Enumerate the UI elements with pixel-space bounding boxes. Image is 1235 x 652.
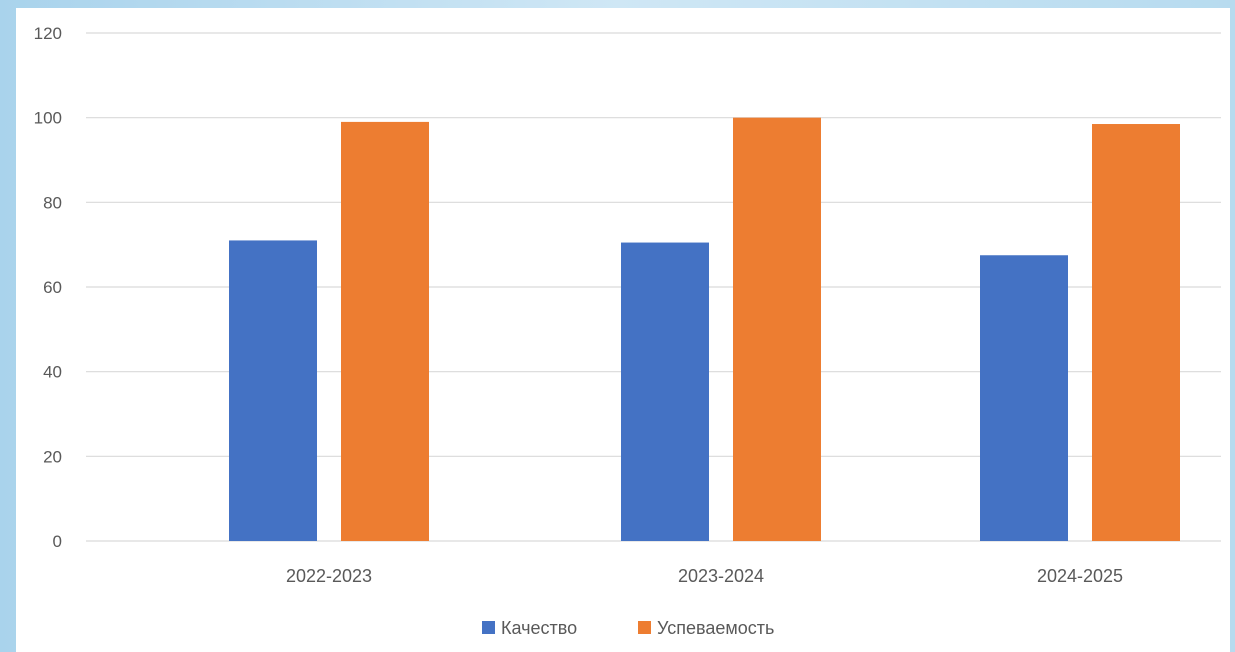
bar-kachestvo-2022-2023: [229, 240, 317, 541]
legend-swatch-kachestvo: [482, 621, 495, 634]
bar-kachestvo-2023-2024: [621, 242, 709, 542]
bar-uspevaemost-2022-2023: [341, 121, 429, 542]
legend-label-kachestvo: Качество: [501, 618, 577, 638]
chart-panel: 0 20 40 60 80 100 120 2022-2023 2023-2024 2024-2…: [16, 8, 1230, 652]
y-tick-label-60: 60: [43, 278, 62, 297]
y-tick-label-100: 100: [34, 109, 62, 128]
bar-uspevaemost-2024-2025: [1092, 124, 1180, 542]
x-category-label-2023-2024: 2023-2024: [678, 566, 764, 586]
bar-kachestvo-2024-2025: [980, 255, 1068, 541]
x-category-label-2024-2025: 2024-2025: [1037, 566, 1123, 586]
y-axis-ticks: 0 20 40 60 80 100 120: [34, 24, 62, 551]
y-tick-label-80: 80: [43, 193, 62, 212]
x-axis-categories: 2022-2023 2023-2024 2024-2025: [286, 566, 1123, 586]
legend-swatch-uspevaemost: [638, 621, 651, 634]
x-category-label-2022-2023: 2022-2023: [286, 566, 372, 586]
legend-label-uspevaemost: Успеваемость: [657, 618, 774, 638]
bars: [229, 117, 1180, 542]
bar-uspevaemost-2023-2024: [733, 117, 821, 542]
y-tick-label-40: 40: [43, 363, 62, 382]
y-tick-label-0: 0: [53, 532, 62, 551]
y-tick-label-20: 20: [43, 447, 62, 466]
bar-chart: 0 20 40 60 80 100 120 2022-2023 2023-2024 2024-2…: [34, 24, 1221, 638]
legend: Качество Успеваемость: [482, 618, 774, 638]
y-tick-label-120: 120: [34, 24, 62, 43]
